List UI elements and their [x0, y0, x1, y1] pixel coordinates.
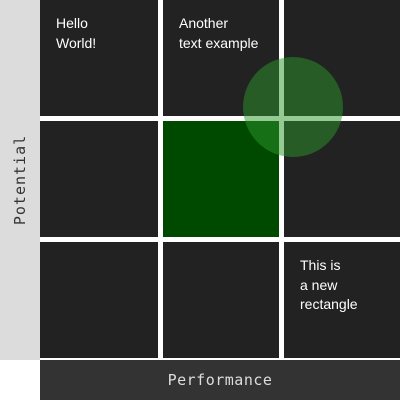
- grid-cell-9: This is a new rectangle: [284, 242, 400, 358]
- y-axis-label: Potential: [11, 134, 29, 226]
- grid-cell-2: Another text example: [163, 0, 279, 116]
- y-axis-strip: Potential: [0, 0, 40, 360]
- x-axis-strip: Performance: [40, 360, 400, 400]
- translucent-circle-marker[interactable]: [243, 57, 343, 157]
- cell-1-text: Hello World!: [56, 15, 97, 51]
- x-axis-label: Performance: [167, 371, 273, 389]
- nine-box-grid: Hello World! Another text example This i…: [40, 0, 400, 360]
- grid-cell-7: [40, 242, 158, 358]
- cell-2-text: Another text example: [179, 15, 259, 51]
- cell-9-text: This is a new rectangle: [300, 257, 358, 312]
- grid-cell-8: [163, 242, 279, 358]
- grid-cell-1: Hello World!: [40, 0, 158, 116]
- grid-cell-4: [40, 121, 158, 237]
